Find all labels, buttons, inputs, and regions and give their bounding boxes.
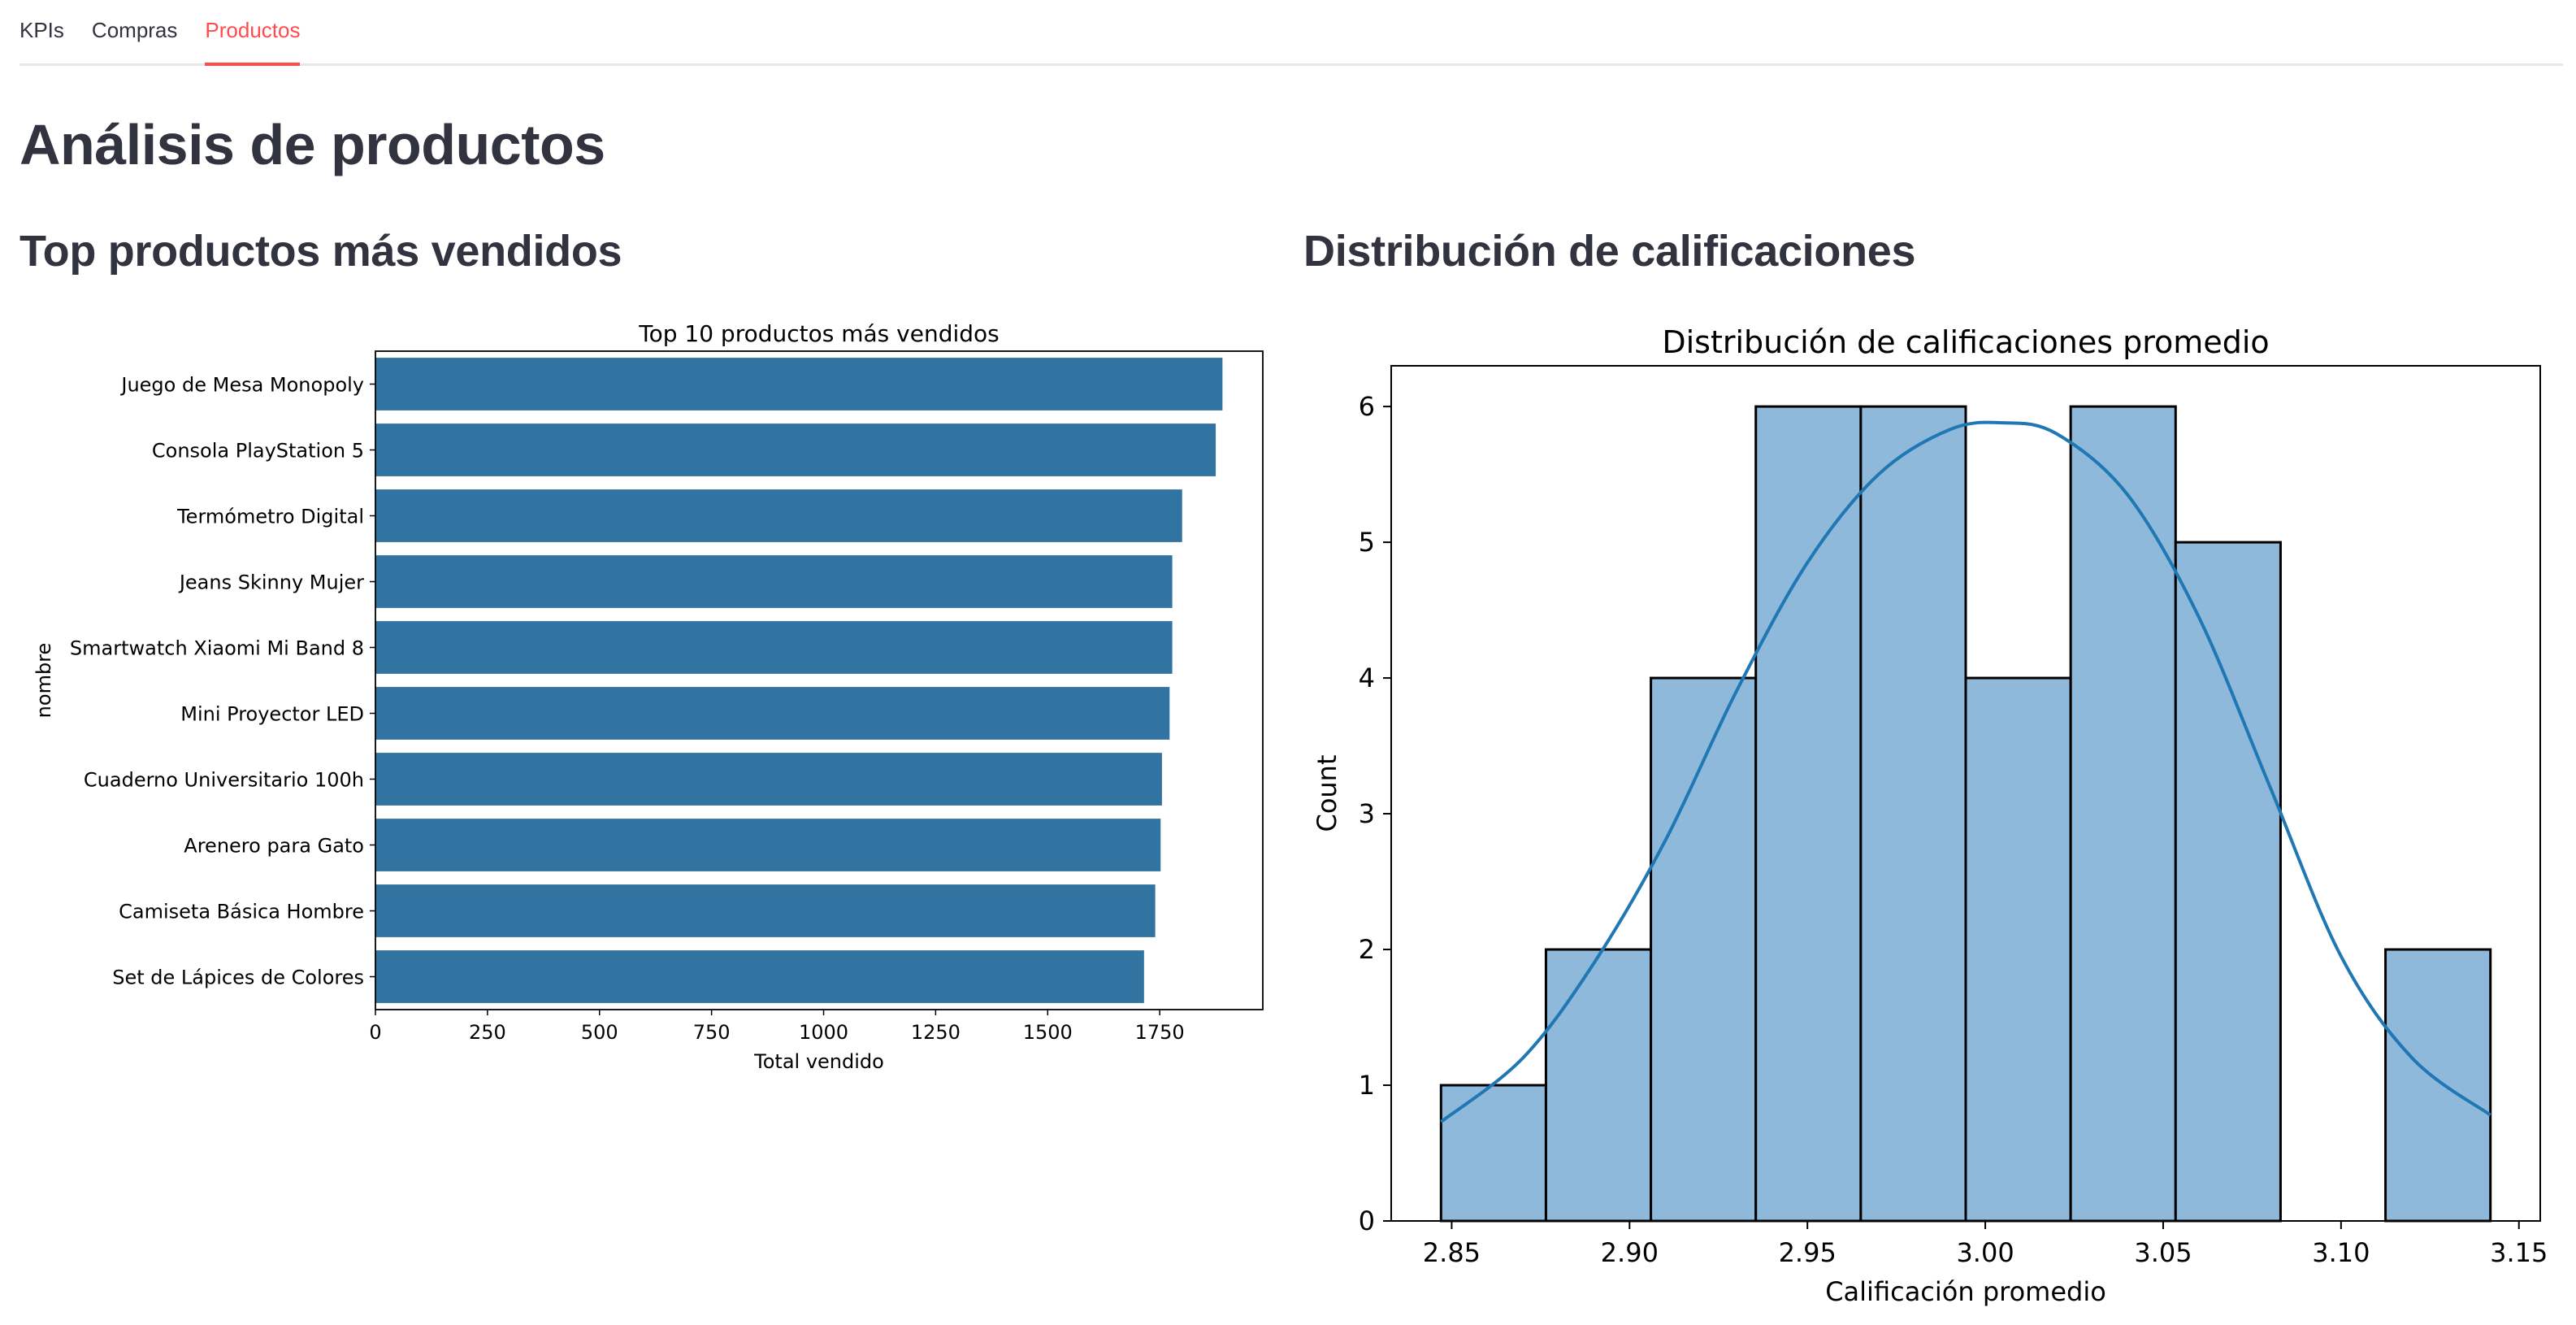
category-label: Termómetro Digital <box>176 506 364 528</box>
bar-6 <box>375 687 1170 740</box>
kde-curve <box>1440 420 2491 1123</box>
bar-2 <box>375 424 1216 476</box>
x-tick-label: 3.10 <box>2312 1237 2370 1268</box>
histogram-title: Distribución de calificaciones promedio <box>1662 324 2269 360</box>
x-tick-label: 1000 <box>799 1021 848 1044</box>
category-label: Jeans Skinny Mujer <box>178 571 364 594</box>
x-tick-label: 2.85 <box>1423 1237 1481 1268</box>
bar-7 <box>375 753 1162 806</box>
histogram-bin-5 <box>1859 405 1967 1223</box>
category-label: Camiseta Básica Hombre <box>119 901 364 923</box>
top-products-bar-chart: Top 10 productos más vendidos Juego de Me… <box>33 320 1264 1073</box>
page-title: Análisis de productos <box>20 113 605 176</box>
bar-chart-frame <box>375 350 1264 1010</box>
x-tick-label: 1250 <box>911 1021 961 1044</box>
bar-4 <box>375 555 1173 608</box>
y-tick-label: 4 <box>1359 662 1375 693</box>
histogram-bin-7 <box>2069 405 2177 1223</box>
tab-compras[interactable]: Compras <box>91 18 178 42</box>
x-tick-label: 3.15 <box>2490 1237 2548 1268</box>
x-tick-label: 2.95 <box>1779 1237 1837 1268</box>
x-tick-label: 500 <box>581 1021 618 1044</box>
histogram-frame <box>1390 365 2541 1222</box>
y-tick-label: 2 <box>1359 934 1375 965</box>
y-axis-label: Count <box>1312 754 1342 832</box>
tab-kpis[interactable]: KPIs <box>20 18 64 42</box>
histogram-bin-2 <box>1544 948 1653 1223</box>
x-tick-label: 250 <box>469 1021 506 1044</box>
ratings-histogram-chart: Distribución de calificaciones promedio 2… <box>1312 324 2548 1307</box>
section-title-ratings-distribution: Distribución de calificaciones <box>1303 227 1916 276</box>
histogram-bin-8 <box>2174 541 2282 1223</box>
histogram-bin-6 <box>1964 676 2072 1223</box>
bar-chart-title: Top 10 productos más vendidos <box>638 320 1000 347</box>
category-label: Juego de Mesa Monopoly <box>119 374 364 397</box>
bar-3 <box>375 489 1182 542</box>
x-tick-label: 3.05 <box>2134 1237 2192 1268</box>
histogram-bin-10 <box>2384 948 2492 1223</box>
category-label: Mini Proyector LED <box>180 703 364 726</box>
category-label: Cuaderno Universitario 100h <box>84 769 364 792</box>
y-tick-label: 0 <box>1359 1206 1375 1236</box>
tab-bar: KPIs Compras Productos <box>20 0 2563 66</box>
x-axis-label: Total vendido <box>753 1050 884 1073</box>
y-tick-label: 6 <box>1359 391 1375 422</box>
y-tick-label: 5 <box>1359 527 1375 558</box>
tab-productos[interactable]: Productos <box>205 0 301 66</box>
category-label: Set de Lápices de Colores <box>112 967 364 989</box>
bar-5 <box>375 621 1173 674</box>
x-tick-label: 1750 <box>1135 1021 1185 1044</box>
y-tick-label: 3 <box>1359 798 1375 829</box>
bar-10 <box>375 950 1144 1003</box>
x-tick-label: 750 <box>693 1021 731 1044</box>
bar-9 <box>375 884 1156 937</box>
category-label: Arenero para Gato <box>184 835 364 858</box>
category-label: Consola PlayStation 5 <box>152 440 364 463</box>
x-tick-label: 0 <box>369 1021 381 1044</box>
y-axis-label: nombre <box>33 643 55 719</box>
x-tick-label: 3.00 <box>1956 1237 2014 1268</box>
x-tick-label: 2.90 <box>1601 1237 1659 1268</box>
y-tick-label: 1 <box>1359 1070 1375 1101</box>
histogram-bin-4 <box>1754 405 1863 1223</box>
x-tick-label: 1500 <box>1023 1021 1073 1044</box>
section-title-top-products: Top productos más vendidos <box>20 227 622 276</box>
category-label: Smartwatch Xiaomi Mi Band 8 <box>70 637 364 660</box>
x-axis-label: Calificación promedio <box>1825 1276 2106 1307</box>
bar-1 <box>375 358 1223 411</box>
bar-8 <box>375 819 1161 871</box>
histogram-bin-1 <box>1439 1084 1547 1223</box>
